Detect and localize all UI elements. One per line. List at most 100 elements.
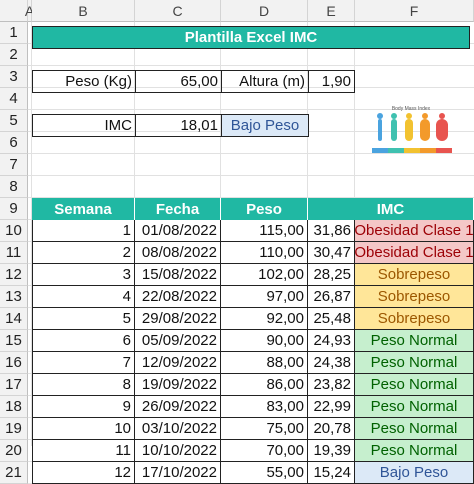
column-header-f[interactable]: F <box>355 0 474 22</box>
table-cell-imc[interactable]: 24,93 <box>308 330 355 352</box>
row-header-17[interactable]: 17 <box>0 374 28 396</box>
table-cell-semana[interactable]: 4 <box>32 286 135 308</box>
peso-value-cell[interactable]: 65,00 <box>135 70 222 93</box>
row-header-6[interactable]: 6 <box>0 132 28 154</box>
table-cell-status[interactable]: Sobrepeso <box>355 286 474 308</box>
altura-label-cell[interactable]: Altura (m) <box>221 70 309 93</box>
row-header-9[interactable]: 9 <box>0 198 28 220</box>
table-cell-imc[interactable]: 23,82 <box>308 374 355 396</box>
row-header-5[interactable]: 5 <box>0 110 28 132</box>
table-header-imc[interactable]: IMC <box>308 198 474 220</box>
title-banner[interactable]: Plantilla Excel IMC <box>32 26 470 49</box>
table-cell-status[interactable]: Obesidad Clase 1 <box>355 220 474 242</box>
table-cell-fecha[interactable]: 03/10/2022 <box>135 418 221 440</box>
table-cell-peso[interactable]: 115,00 <box>221 220 308 242</box>
column-header-d[interactable]: D <box>221 0 308 22</box>
table-cell-imc[interactable]: 15,24 <box>308 462 355 484</box>
table-cell-status[interactable]: Peso Normal <box>355 374 474 396</box>
table-cell-fecha[interactable]: 22/08/2022 <box>135 286 221 308</box>
table-cell-status[interactable]: Peso Normal <box>355 418 474 440</box>
row-header-2[interactable]: 2 <box>0 44 28 66</box>
table-cell-imc[interactable]: 22,99 <box>308 396 355 418</box>
table-cell-semana[interactable]: 6 <box>32 330 135 352</box>
table-cell-fecha[interactable]: 05/09/2022 <box>135 330 221 352</box>
table-cell-status[interactable]: Bajo Peso <box>355 462 474 484</box>
table-cell-fecha[interactable]: 01/08/2022 <box>135 220 221 242</box>
table-header-semana[interactable]: Semana <box>32 198 135 220</box>
column-header-a[interactable]: A <box>25 0 34 22</box>
body-mass-index-illustration[interactable]: Body Mass Index <box>368 104 454 162</box>
table-cell-status[interactable]: Peso Normal <box>355 440 474 462</box>
table-cell-fecha[interactable]: 10/10/2022 <box>135 440 221 462</box>
column-header-e[interactable]: E <box>308 0 355 22</box>
row-header-15[interactable]: 15 <box>0 330 28 352</box>
table-cell-semana[interactable]: 11 <box>32 440 135 462</box>
table-cell-status[interactable]: Peso Normal <box>355 396 474 418</box>
row-header-3[interactable]: 3 <box>0 66 28 88</box>
row-header-19[interactable]: 19 <box>0 418 28 440</box>
row-header-7[interactable]: 7 <box>0 154 28 176</box>
row-header-11[interactable]: 11 <box>0 242 28 264</box>
row-header-20[interactable]: 20 <box>0 440 28 462</box>
row-header-4[interactable]: 4 <box>0 88 28 110</box>
row-header-1[interactable]: 1 <box>0 22 28 44</box>
row-header-14[interactable]: 14 <box>0 308 28 330</box>
table-cell-imc[interactable]: 31,86 <box>308 220 355 242</box>
table-cell-peso[interactable]: 75,00 <box>221 418 308 440</box>
altura-value-cell[interactable]: 1,90 <box>308 70 355 93</box>
table-cell-fecha[interactable]: 26/09/2022 <box>135 396 221 418</box>
table-cell-imc[interactable]: 28,25 <box>308 264 355 286</box>
table-cell-semana[interactable]: 10 <box>32 418 135 440</box>
table-cell-fecha[interactable]: 08/08/2022 <box>135 242 221 264</box>
table-cell-imc[interactable]: 19,39 <box>308 440 355 462</box>
table-cell-status[interactable]: Sobrepeso <box>355 264 474 286</box>
table-cell-semana[interactable]: 3 <box>32 264 135 286</box>
table-cell-status[interactable]: Peso Normal <box>355 330 474 352</box>
table-cell-semana[interactable]: 8 <box>32 374 135 396</box>
row-header-8[interactable]: 8 <box>0 176 28 198</box>
table-cell-status[interactable]: Sobrepeso <box>355 308 474 330</box>
table-cell-status[interactable]: Obesidad Clase 1 <box>355 242 474 264</box>
imc-label-cell[interactable]: IMC <box>32 114 136 137</box>
table-cell-semana[interactable]: 12 <box>32 462 135 484</box>
table-cell-fecha[interactable]: 12/09/2022 <box>135 352 221 374</box>
imc-value-cell[interactable]: 18,01 <box>135 114 222 137</box>
row-header-13[interactable]: 13 <box>0 286 28 308</box>
row-header-12[interactable]: 12 <box>0 264 28 286</box>
table-header-fecha[interactable]: Fecha <box>135 198 221 220</box>
imc-status-cell[interactable]: Bajo Peso <box>221 114 309 137</box>
table-cell-peso[interactable]: 102,00 <box>221 264 308 286</box>
table-cell-fecha[interactable]: 17/10/2022 <box>135 462 221 484</box>
table-cell-peso[interactable]: 55,00 <box>221 462 308 484</box>
table-cell-imc[interactable]: 24,38 <box>308 352 355 374</box>
table-cell-semana[interactable]: 7 <box>32 352 135 374</box>
table-cell-fecha[interactable]: 15/08/2022 <box>135 264 221 286</box>
row-header-18[interactable]: 18 <box>0 396 28 418</box>
row-header-10[interactable]: 10 <box>0 220 28 242</box>
table-cell-peso[interactable]: 86,00 <box>221 374 308 396</box>
table-cell-peso[interactable]: 90,00 <box>221 330 308 352</box>
table-cell-fecha[interactable]: 29/08/2022 <box>135 308 221 330</box>
column-header-c[interactable]: C <box>135 0 221 22</box>
table-cell-peso[interactable]: 92,00 <box>221 308 308 330</box>
table-cell-imc[interactable]: 20,78 <box>308 418 355 440</box>
table-cell-imc[interactable]: 26,87 <box>308 286 355 308</box>
table-cell-fecha[interactable]: 19/09/2022 <box>135 374 221 396</box>
column-header-b[interactable]: B <box>32 0 135 22</box>
table-cell-semana[interactable]: 9 <box>32 396 135 418</box>
select-all-corner[interactable] <box>0 0 28 22</box>
table-cell-peso[interactable]: 110,00 <box>221 242 308 264</box>
table-cell-peso[interactable]: 88,00 <box>221 352 308 374</box>
table-cell-peso[interactable]: 70,00 <box>221 440 308 462</box>
table-cell-semana[interactable]: 5 <box>32 308 135 330</box>
table-cell-peso[interactable]: 97,00 <box>221 286 308 308</box>
table-cell-imc[interactable]: 30,47 <box>308 242 355 264</box>
peso-label-cell[interactable]: Peso (Kg) <box>32 70 136 93</box>
row-header-16[interactable]: 16 <box>0 352 28 374</box>
table-cell-semana[interactable]: 1 <box>32 220 135 242</box>
table-cell-imc[interactable]: 25,48 <box>308 308 355 330</box>
table-cell-status[interactable]: Peso Normal <box>355 352 474 374</box>
table-cell-peso[interactable]: 83,00 <box>221 396 308 418</box>
row-header-21[interactable]: 21 <box>0 462 28 484</box>
